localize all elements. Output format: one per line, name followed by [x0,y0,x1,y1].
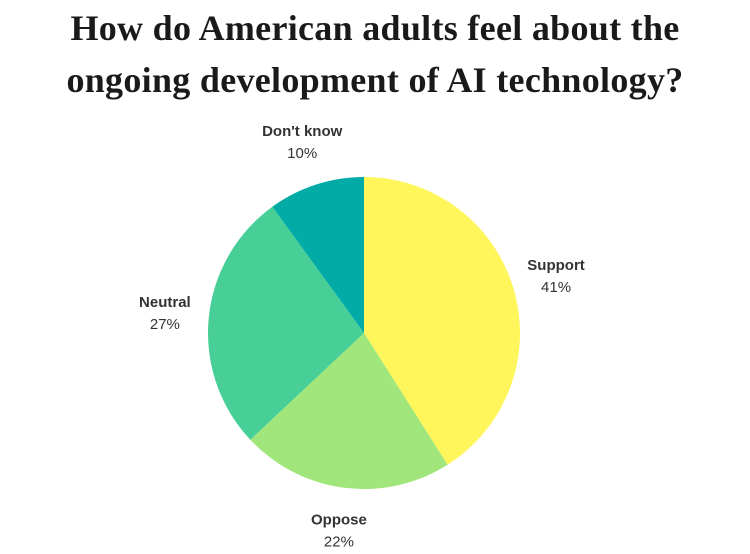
pie-slice [364,177,520,465]
pie-slice [250,333,448,489]
slice-label: Support [527,257,585,274]
slice-value-label: 41% [541,279,571,296]
slice-value-label: 22% [324,533,354,550]
chart-title: How do American adults feel about the on… [66,8,684,100]
pie-slice [208,206,364,440]
pie-slice [272,177,364,333]
slice-value-label: 27% [150,316,180,333]
slice-label: Don't know [262,123,343,140]
slice-label: Oppose [311,511,367,528]
slice-value-label: 10% [287,145,317,162]
slice-label: Neutral [139,294,191,311]
